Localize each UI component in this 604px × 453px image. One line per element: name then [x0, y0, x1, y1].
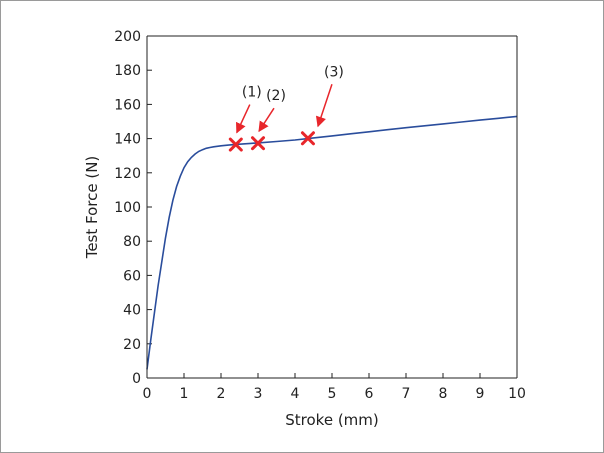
marker-label-1: (1) [242, 85, 262, 101]
y-tick-label: 100 [114, 200, 141, 216]
marker-arrow-2 [258, 107, 275, 133]
marker-arrow-1 [236, 104, 251, 134]
marker-1 [228, 137, 243, 152]
x-tick-label: 9 [476, 386, 485, 402]
y-tick-label: 40 [123, 303, 141, 319]
x-tick-label: 2 [217, 386, 226, 402]
x-tick-label: 1 [180, 386, 189, 402]
y-tick-label: 60 [123, 268, 141, 284]
y-tick-label: 180 [114, 63, 141, 79]
series-line [146, 115, 518, 370]
marker-label-2: (2) [266, 88, 286, 104]
y-tick-label: 0 [132, 371, 141, 387]
y-tick-label: 20 [123, 337, 141, 353]
y-tick-label: 120 [114, 166, 141, 182]
marker-label-3: (3) [324, 64, 344, 80]
x-tick-label: 3 [254, 386, 263, 402]
x-tick-label: 7 [402, 386, 411, 402]
y-tick-label: 200 [114, 29, 141, 45]
marker-arrow-3 [315, 84, 333, 128]
y-tick-label: 140 [114, 132, 141, 148]
x-tick-label: 8 [439, 386, 448, 402]
x-axis-title: Stroke (mm) [285, 411, 379, 429]
x-tick-label: 10 [508, 386, 526, 402]
y-axis-title: Test Force (N) [83, 156, 101, 260]
x-tick-label: 0 [143, 386, 152, 402]
x-tick-label: 5 [328, 386, 337, 402]
x-tick-label: 4 [291, 386, 300, 402]
y-tick-label: 80 [123, 234, 141, 250]
x-tick-label: 6 [365, 386, 374, 402]
marker-3 [300, 131, 315, 146]
marker-2 [251, 136, 265, 151]
y-tick-label: 160 [114, 97, 141, 113]
